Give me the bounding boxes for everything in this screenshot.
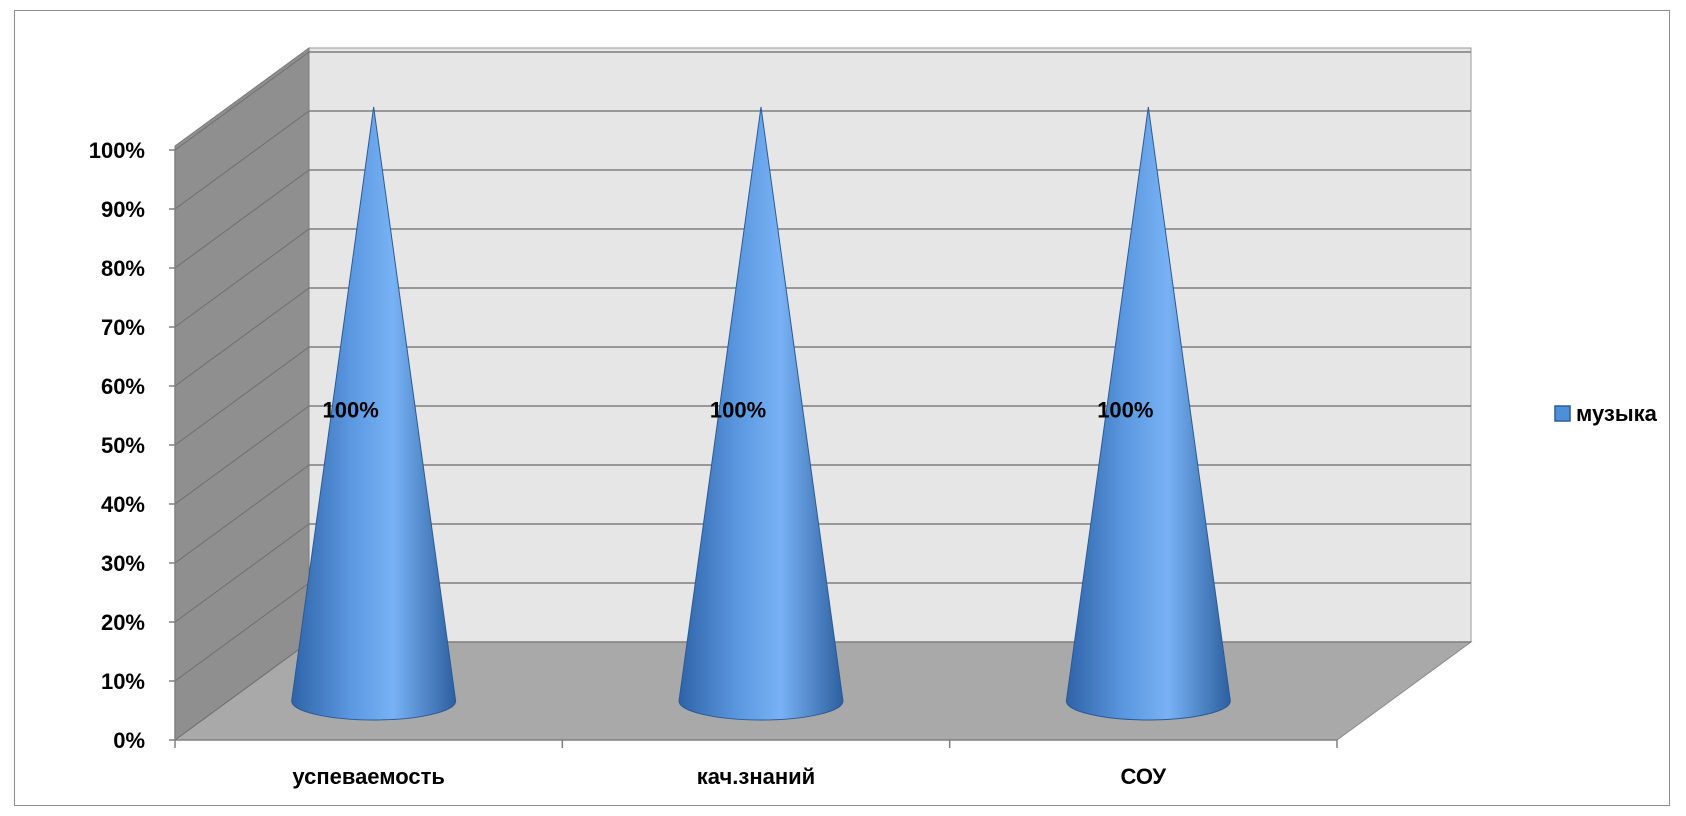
y-tick-label: 20% xyxy=(101,610,145,635)
side-gridline xyxy=(174,228,310,328)
cone-series xyxy=(291,106,1231,721)
side-wall xyxy=(174,47,310,741)
category-label: СОУ xyxy=(1121,764,1167,789)
data-label: 100% xyxy=(1097,398,1153,423)
data-label: 100% xyxy=(323,398,379,423)
x-axis: успеваемость кач.знаний СОУ xyxy=(174,739,1338,789)
y-tick-label: 80% xyxy=(101,256,145,281)
y-tick-label: 90% xyxy=(101,197,145,222)
y-tick-label: 0% xyxy=(113,728,145,753)
side-gridline xyxy=(174,523,310,623)
y-tick-label: 70% xyxy=(101,315,145,340)
cone-bar xyxy=(291,106,457,721)
y-tick-label: 60% xyxy=(101,374,145,399)
category-label: кач.знаний xyxy=(697,764,815,789)
side-gridline xyxy=(174,582,310,682)
side-gridline xyxy=(174,405,310,505)
side-gridline xyxy=(174,641,310,741)
side-gridline xyxy=(174,464,310,564)
y-tick-label: 30% xyxy=(101,551,145,576)
category-label: успеваемость xyxy=(292,764,445,789)
y-tick-label: 50% xyxy=(101,433,145,458)
side-gridline xyxy=(174,169,310,269)
cone-bar xyxy=(678,106,844,721)
legend: музыка xyxy=(1554,401,1658,426)
data-label: 100% xyxy=(710,398,766,423)
legend-swatch xyxy=(1554,405,1571,422)
legend-label: музыка xyxy=(1576,401,1658,426)
side-gridline xyxy=(174,51,310,151)
cone-bar xyxy=(1065,106,1231,721)
data-labels: 100% 100% 100% xyxy=(323,398,1154,423)
y-tick-label: 40% xyxy=(101,492,145,517)
y-axis: 0% 10% 20% 30% 40% 50% 60% 70% 80% 90% 100% xyxy=(89,138,176,753)
gridlines xyxy=(174,51,1471,741)
back-wall xyxy=(308,47,1472,643)
y-tick-label: 100% xyxy=(89,138,145,163)
side-gridline xyxy=(174,110,310,210)
side-gridline xyxy=(174,287,310,387)
side-gridline xyxy=(174,346,310,446)
y-tick-label: 10% xyxy=(101,669,145,694)
